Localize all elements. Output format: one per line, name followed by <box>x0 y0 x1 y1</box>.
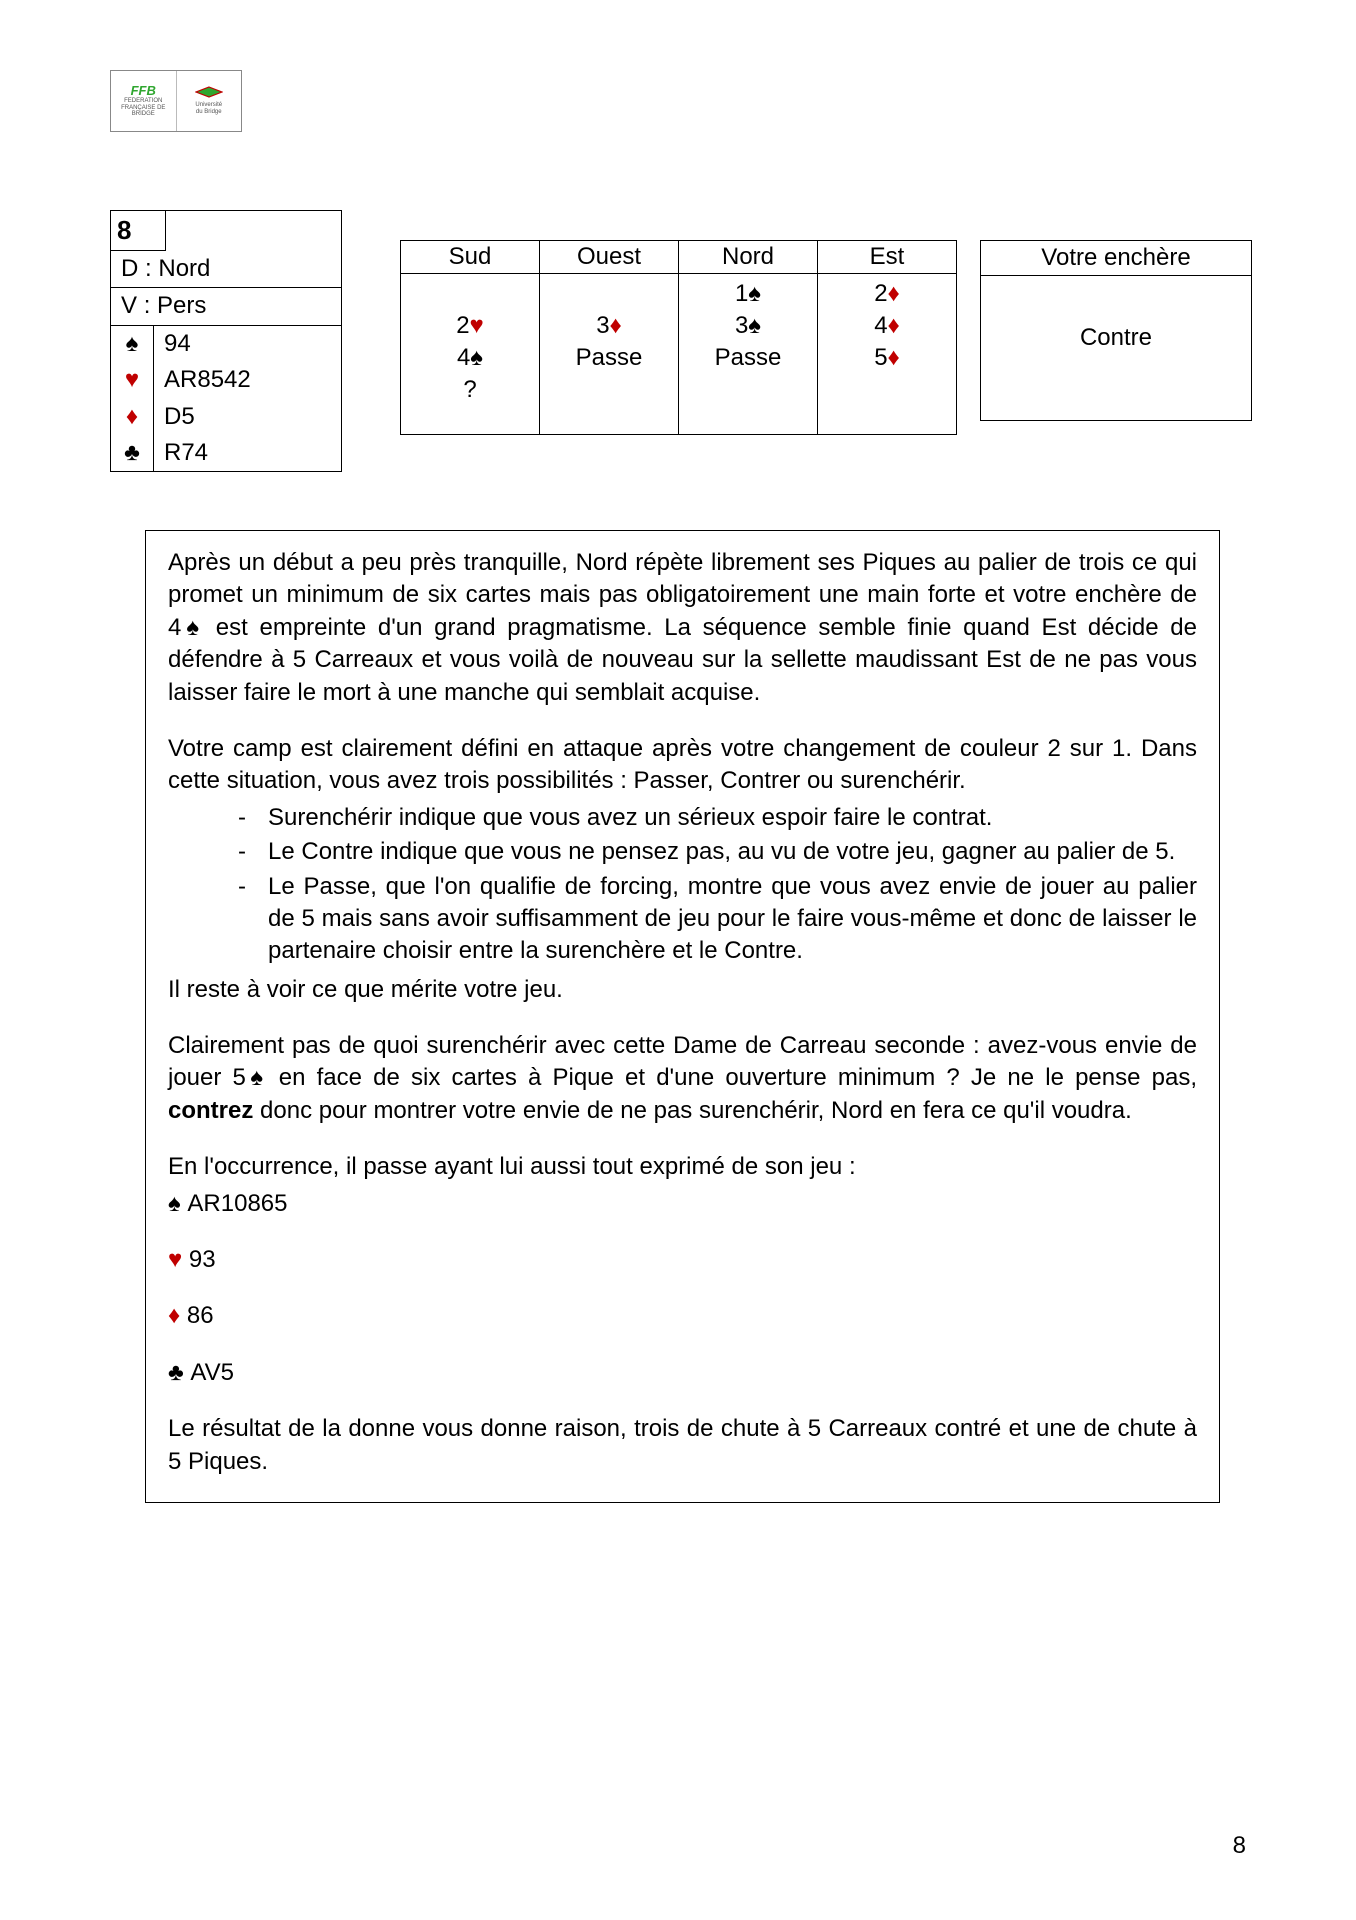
bidding-cell: 2♥ <box>401 310 540 342</box>
your-bid-value: Contre <box>981 276 1251 420</box>
bidding-cell: 4♠ <box>401 342 540 374</box>
bidding-cell: 1♠ <box>679 274 818 311</box>
analysis-p3-b: en face de six cartes à Pique et d'une o… <box>268 1064 1197 1091</box>
diamond-icon: ♦ <box>168 1302 180 1329</box>
analysis-after-list: Il reste à voir ce que mérite votre jeu. <box>168 974 1197 1006</box>
bidding-cell: Passe <box>679 342 818 374</box>
hand-diamonds: D5 <box>154 399 341 435</box>
bidding-row: ? <box>401 374 957 435</box>
bidding-cell <box>540 274 679 311</box>
analysis-li1: Surenchérir indique que vous avez un sér… <box>238 802 1197 834</box>
heart-icon: ♥ <box>125 366 139 393</box>
nord-clubs: ♣ AV5 <box>168 1357 1197 1389</box>
bidding-cell: 3♠ <box>679 310 818 342</box>
diamond-icon: ♦ <box>610 312 622 339</box>
diamond-icon: ♦ <box>888 312 900 339</box>
ffb-caption: FEDERATION FRANÇAISE DE BRIDGE <box>111 98 176 118</box>
dealer-label: D <box>121 255 138 282</box>
diamond-icon: ♦ <box>888 344 900 371</box>
hand-row-spade: ♠ 94 <box>111 326 341 362</box>
colon-sep: : <box>144 292 157 319</box>
nord-clubs-cards: AV5 <box>190 1359 234 1386</box>
spade-icon: ♠ <box>246 1064 268 1091</box>
bidding-cell <box>540 374 679 435</box>
spade-icon: ♠ <box>748 312 761 339</box>
bidding-cell: 2♦ <box>818 274 957 311</box>
vul-value: Pers <box>157 292 206 319</box>
hand-spades: 94 <box>154 326 341 362</box>
nord-diamonds-cards: 86 <box>187 1302 214 1329</box>
analysis-p2: Votre camp est clairement défini en atta… <box>168 733 1197 798</box>
spade-icon: ♠ <box>181 614 204 641</box>
analysis-p3: Clairement pas de quoi surenchérir avec … <box>168 1030 1197 1127</box>
bidding-cell <box>401 274 540 311</box>
vul-row: V : Pers <box>111 288 341 325</box>
uni-caption-1: Université <box>195 102 222 109</box>
vul-label: V <box>121 292 137 319</box>
hand-hearts: AR8542 <box>154 362 341 398</box>
bidding-table: Sud Ouest Nord Est 1♠2♦2♥3♦3♠4♦4♠PassePa… <box>400 240 957 435</box>
club-icon: ♣ <box>124 439 140 466</box>
bidding-cell <box>679 374 818 435</box>
nord-spades: ♠ AR10865 <box>168 1188 1197 1220</box>
nord-hearts: ♥ 93 <box>168 1244 1197 1276</box>
page-number: 8 <box>1233 1832 1246 1860</box>
spade-icon: ♠ <box>168 1190 181 1217</box>
ffb-mark: FFB <box>131 84 156 98</box>
club-icon: ♣ <box>168 1359 184 1386</box>
bid-header-sud: Sud <box>401 241 540 274</box>
heart-icon: ♥ <box>470 312 484 339</box>
bid-header-nord: Nord <box>679 241 818 274</box>
bidding-cell: ? <box>401 374 540 435</box>
heart-icon: ♥ <box>168 1246 182 1273</box>
nord-hearts-cards: 93 <box>189 1246 216 1273</box>
analysis-box: Après un début a peu près tranquille, No… <box>145 530 1220 1503</box>
analysis-p1-b: est empreinte d'un grand pragmatisme. La… <box>168 614 1197 706</box>
analysis-p3-bold: contrez <box>168 1097 253 1124</box>
uni-caption-2: du Bridge <box>196 109 222 116</box>
bidding-row: 4♠PassePasse5♦ <box>401 342 957 374</box>
analysis-p4: En l'occurrence, il passe ayant lui auss… <box>168 1151 1197 1183</box>
dealer-value: Nord <box>158 255 210 282</box>
hand-clubs: R74 <box>154 435 341 471</box>
dealer-row: D : Nord <box>111 251 341 288</box>
bidding-row: 1♠2♦ <box>401 274 957 311</box>
bidding-cell: 4♦ <box>818 310 957 342</box>
analysis-list: Surenchérir indique que vous avez un sér… <box>168 802 1197 968</box>
spade-icon: ♠ <box>126 330 139 357</box>
bidding-cell: 3♦ <box>540 310 679 342</box>
bidding-cell <box>818 374 957 435</box>
analysis-p5: Le résultat de la donne vous donne raiso… <box>168 1413 1197 1478</box>
graduation-cap-icon <box>195 86 223 102</box>
logo-ffb: FFB FEDERATION FRANÇAISE DE BRIDGE <box>111 71 177 131</box>
bidding-row: 2♥3♦3♠4♦ <box>401 310 957 342</box>
bid-header-ouest: Ouest <box>540 241 679 274</box>
hand-box: 8 D : Nord V : Pers ♠ 94 ♥ AR8542 <box>110 210 342 472</box>
your-bid-box: Votre enchère Contre <box>980 240 1252 421</box>
your-bid-header: Votre enchère <box>981 241 1251 276</box>
analysis-p3-c: donc pour montrer votre envie de ne pas … <box>253 1097 1131 1124</box>
board-number: 8 <box>111 211 166 251</box>
header-logo: FFB FEDERATION FRANÇAISE DE BRIDGE Unive… <box>110 70 242 132</box>
nord-diamonds: ♦ 86 <box>168 1300 1197 1332</box>
analysis-li3: Le Passe, que l'on qualifie de forcing, … <box>238 871 1197 968</box>
page: FFB FEDERATION FRANÇAISE DE BRIDGE Unive… <box>0 0 1356 1920</box>
bid-header-est: Est <box>818 241 957 274</box>
analysis-li2: Le Contre indique que vous ne pensez pas… <box>238 836 1197 868</box>
nord-spades-cards: AR10865 <box>187 1190 287 1217</box>
hand-row-heart: ♥ AR8542 <box>111 362 341 398</box>
bidding-cell: 5♦ <box>818 342 957 374</box>
bidding-body: 1♠2♦2♥3♦3♠4♦4♠PassePasse5♦? <box>401 274 957 435</box>
analysis-p1: Après un début a peu près tranquille, No… <box>168 547 1197 709</box>
diamond-icon: ♦ <box>888 280 900 307</box>
diamond-icon: ♦ <box>126 403 138 430</box>
bidding-cell: Passe <box>540 342 679 374</box>
hand-row-club: ♣ R74 <box>111 435 341 471</box>
colon-sep: : <box>145 255 158 282</box>
logo-universite: Université du Bridge <box>177 71 242 131</box>
spade-icon: ♠ <box>470 344 483 371</box>
hand-row-diamond: ♦ D5 <box>111 399 341 435</box>
spade-icon: ♠ <box>748 280 761 307</box>
